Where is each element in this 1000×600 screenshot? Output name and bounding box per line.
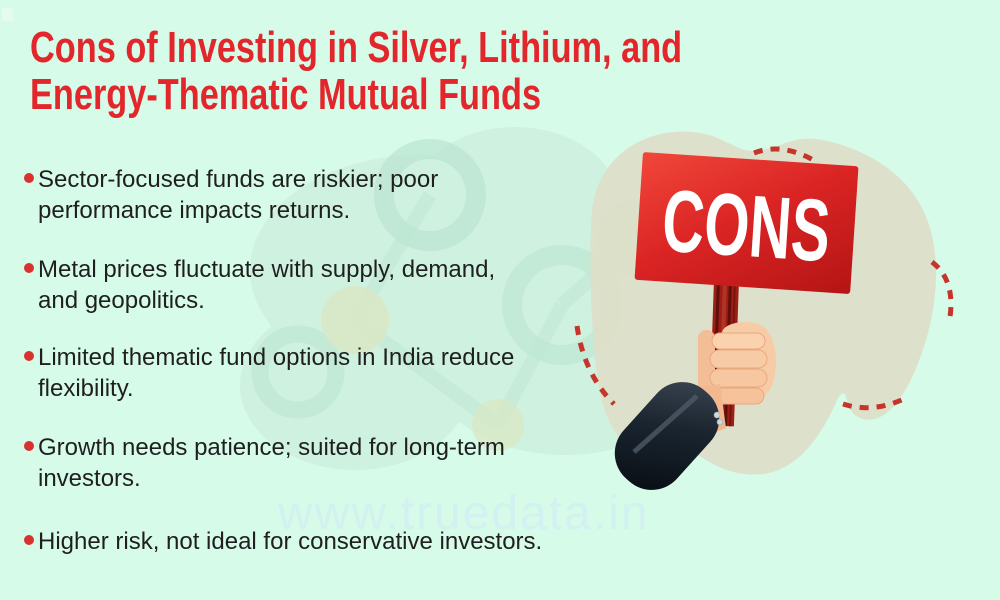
bullet-text-line: performance impacts returns. xyxy=(38,197,351,224)
dashed-arc-decoration xyxy=(574,146,954,411)
corner-accent-square xyxy=(2,8,13,21)
bullet-text-line: Metal prices fluctuate with supply, dema… xyxy=(38,256,496,283)
bullet-text-line: Higher risk, not ideal for conservative … xyxy=(38,528,543,555)
cons-sign-icon: CONS xyxy=(634,152,859,294)
dashed-arc-bottom xyxy=(842,394,910,411)
bullet-dot-icon xyxy=(24,441,34,451)
dashed-arc-top xyxy=(753,146,817,164)
dashed-arc-right xyxy=(930,260,954,324)
bullet-text-line: and geopolitics. xyxy=(38,287,205,314)
sleeve-arm xyxy=(614,382,724,490)
bullet-dot-icon xyxy=(24,535,34,545)
bullet-text-line: investors. xyxy=(38,465,141,492)
bullet-text-line: Limited thematic fund options in India r… xyxy=(38,344,515,371)
page-title-line2: Energy-Thematic Mutual Funds xyxy=(30,70,542,119)
page-title-line1: Cons of Investing in Silver, Lithium, an… xyxy=(30,23,683,72)
list-item: Sector-focused funds are riskier; poor p… xyxy=(24,164,438,226)
page-title: Cons of Investing in Silver, Lithium, an… xyxy=(30,24,682,118)
bullet-text-line: Sector-focused funds are riskier; poor xyxy=(38,166,439,193)
list-item: Growth needs patience; suited for long-t… xyxy=(24,432,505,494)
bullet-dot-icon xyxy=(24,173,34,183)
list-item: Metal prices fluctuate with supply, dema… xyxy=(24,254,495,316)
list-item: Higher risk, not ideal for conservative … xyxy=(24,526,542,557)
cons-sign-label: CONS xyxy=(659,171,833,280)
bullet-text-line: flexibility. xyxy=(38,375,134,402)
list-item: Limited thematic fund options in India r… xyxy=(24,342,514,404)
bullet-text-line: Growth needs patience; suited for long-t… xyxy=(38,434,505,461)
site-watermark: www.truedata.in xyxy=(278,487,650,540)
bullet-dot-icon xyxy=(24,351,34,361)
bullet-dot-icon xyxy=(24,263,34,273)
